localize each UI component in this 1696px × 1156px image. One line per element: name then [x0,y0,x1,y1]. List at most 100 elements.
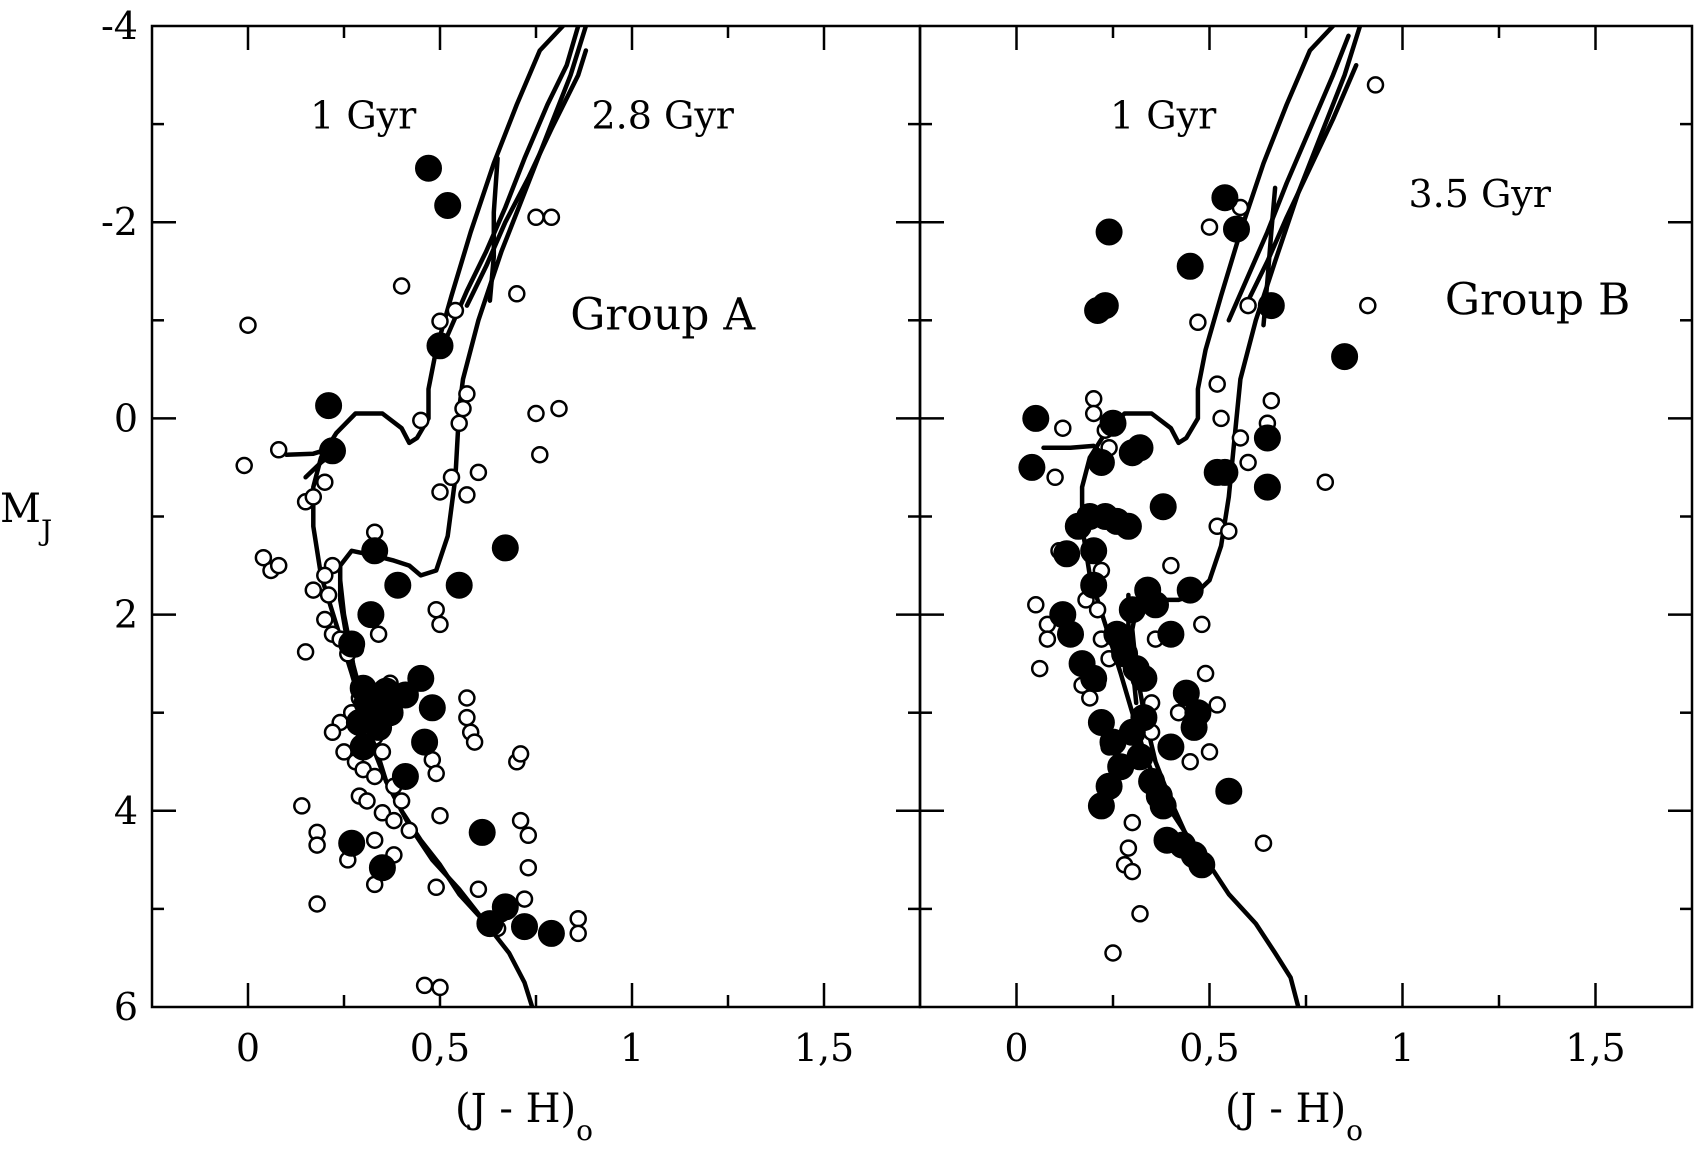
open-star-marker [1119,839,1138,857]
x-tick-label: 0 [1004,1026,1028,1070]
isochrone-line [337,26,589,926]
filled-star-marker [1114,512,1142,540]
filled-star-marker [1253,424,1281,452]
open-star-marker [1081,689,1099,707]
filled-star-marker [411,728,439,756]
filled-star-marker [1107,753,1135,781]
filled-star-marker [1095,218,1123,246]
isochrone-line [445,26,581,338]
isochrone-line [487,156,500,303]
open-star-marker [1189,313,1207,332]
filled-star-marker [1053,540,1081,568]
open-star-marker [235,456,253,475]
open-star-marker [458,486,476,504]
open-star-marker [319,586,338,604]
open-star-marker [304,581,323,599]
filled-star-marker [415,154,442,182]
filled-star-marker [537,919,565,947]
open-star-marker [569,909,587,928]
open-star-marker [385,811,403,830]
open-star-marker [1169,703,1188,722]
open-star-marker [1193,615,1211,634]
open-star-marker [450,414,468,433]
open-star-marker [531,445,549,464]
open-star-marker [431,312,449,331]
open-star-marker [1208,375,1226,393]
open-star-marker [469,463,488,482]
filled-star-marker [418,694,446,722]
filled-star-marker [1018,453,1046,481]
open-star-marker [316,566,334,585]
open-star-marker [392,277,411,295]
open-star-marker [427,878,445,897]
open-star-marker [511,811,530,830]
open-star-marker [1262,391,1281,410]
filled-star-marker [338,630,366,658]
isochrone-line [1245,62,1359,303]
open-star-marker [316,610,334,629]
panel-left: 0 0,5 1 1,5 -4 -2 0 2 4 6 (J - H)o 1 Gyr 2.8 Gyr Grou… [101,4,922,1147]
y-tick-label: 2 [114,593,138,637]
open-star-marker [1038,630,1057,648]
filled-star-marker [1176,576,1204,604]
open-star-marker [269,556,288,575]
y-tick-label: 6 [114,985,138,1029]
open-star-marker [1200,743,1219,761]
y-tick-label: 0 [114,396,138,440]
filled-star-marker [361,537,389,565]
plot-frame [150,24,922,1009]
isochrone-age-label: 3.5 Gyr [1408,172,1551,216]
y-tick-label: 4 [114,789,138,833]
open-star-marker [542,208,561,227]
open-star-marker [1123,862,1142,881]
filled-star-marker [1211,184,1239,212]
group-label: Group B [1445,275,1631,326]
open-star-marker [1084,404,1103,423]
filled-star-marker [434,192,462,219]
y-axis-label: MJ [0,486,52,547]
open-star-marker [358,792,376,810]
open-star-marker [254,548,273,567]
open-star-marker [454,399,472,418]
open-star-marker [1162,556,1180,575]
filled-star-marker [357,601,385,629]
filled-star-marker [426,332,454,360]
filled-star-marker [315,392,343,420]
open-star-marker [308,836,326,854]
open-star-marker [316,473,334,491]
filled-star-marker [345,709,373,736]
filled-star-marker [376,699,404,727]
filled-star-marker [1057,620,1084,648]
filled-star-marker [368,854,396,882]
open-star-marker [458,385,476,403]
open-star-marker [269,441,288,459]
open-star-marker [400,821,419,840]
filled-star-marker [1257,292,1285,320]
open-star-marker [427,600,445,619]
filled-star-marker [1157,733,1185,761]
open-star-marker [392,792,411,810]
open-star-marker [373,743,392,761]
filled-star-marker [1157,620,1185,648]
y-axis-label-sub: J [38,514,52,547]
open-star-marker [415,976,434,995]
filled-star-marker [491,534,519,562]
isochrone-line [1226,33,1351,323]
open-star-marker [1254,834,1273,852]
isochrone-line [464,48,589,308]
filled-star-marker [1064,512,1092,540]
filled-star-marker [349,733,377,761]
open-star-marker [296,643,315,661]
open-star-marker [1208,696,1226,714]
x-axis-label: (J - H)o [1225,1086,1363,1147]
open-star-marker [431,806,449,825]
x-axis-label-sub: o [576,1114,593,1147]
open-star-marker [1359,296,1377,315]
filled-star-marker [476,910,504,938]
filled-star-marker [1087,792,1115,820]
isochrone-age-label: 1 Gyr [1110,93,1217,137]
filled-star-marker [1130,664,1158,692]
open-star-marker [527,404,545,423]
isochrone-age-label: 2.8 Gyr [591,93,734,137]
filled-star-marker [1080,537,1108,565]
